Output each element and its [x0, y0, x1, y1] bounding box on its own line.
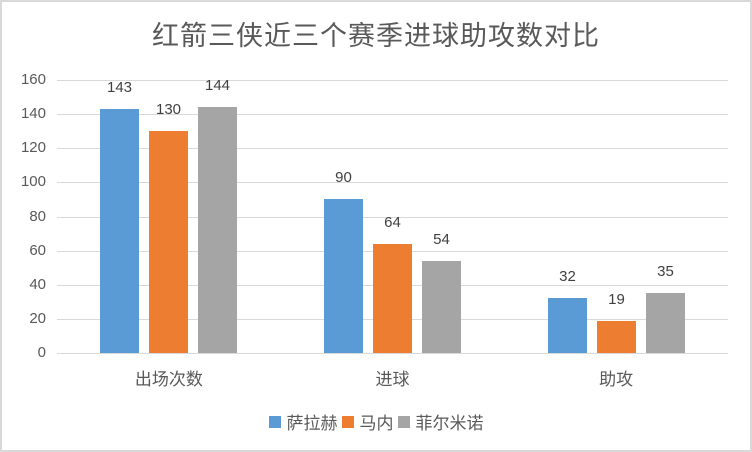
x-category-label: 出场次数 — [134, 370, 203, 390]
gridline — [57, 114, 728, 115]
x-category-label: 助攻 — [599, 370, 634, 390]
legend-label: 菲尔米诺 — [415, 414, 484, 434]
data-label: 130 — [155, 101, 182, 118]
data-label: 35 — [657, 263, 674, 280]
y-tick-label: 120 — [20, 139, 46, 156]
y-tick-label: 20 — [29, 310, 46, 327]
data-label: 19 — [608, 291, 625, 308]
y-tick-label: 60 — [29, 242, 46, 259]
y-tick-label: 40 — [29, 276, 46, 293]
bar — [646, 293, 685, 353]
data-label: 144 — [204, 77, 231, 94]
y-tick-label: 140 — [20, 105, 46, 122]
chart-title: 红箭三侠近三个赛季进球助攻数对比 — [152, 21, 600, 52]
bar — [198, 107, 237, 353]
data-label: 143 — [106, 79, 133, 96]
legend-swatch-icon — [397, 415, 410, 428]
data-label: 64 — [384, 214, 401, 231]
gridline — [57, 148, 728, 149]
bar — [324, 199, 363, 353]
gridline — [57, 80, 728, 81]
x-category-label: 进球 — [375, 370, 410, 390]
legend-swatch-icon — [268, 415, 281, 428]
y-tick-label: 100 — [20, 173, 46, 190]
legend-item: 萨拉赫 — [268, 409, 338, 434]
bar — [422, 261, 461, 353]
legend-swatch-icon — [341, 415, 354, 428]
bar — [597, 321, 636, 353]
bar — [100, 109, 139, 353]
legend-item: 马内 — [341, 409, 394, 434]
bar — [548, 298, 587, 353]
y-tick-label: 80 — [29, 208, 46, 225]
gridline — [57, 217, 728, 218]
legend-label: 马内 — [359, 414, 394, 434]
legend-item: 菲尔米诺 — [397, 409, 484, 434]
gridline — [57, 182, 728, 183]
bar — [373, 244, 412, 353]
y-tick-label: 0 — [37, 344, 46, 361]
y-tick-label: 160 — [20, 71, 46, 88]
legend-label: 萨拉赫 — [286, 414, 338, 434]
bar — [149, 131, 188, 353]
data-label: 32 — [559, 268, 576, 285]
gridline — [57, 353, 728, 354]
legend: 萨拉赫 马内 菲尔米诺 — [0, 409, 752, 434]
data-label: 90 — [335, 169, 352, 186]
data-label: 54 — [433, 231, 450, 248]
